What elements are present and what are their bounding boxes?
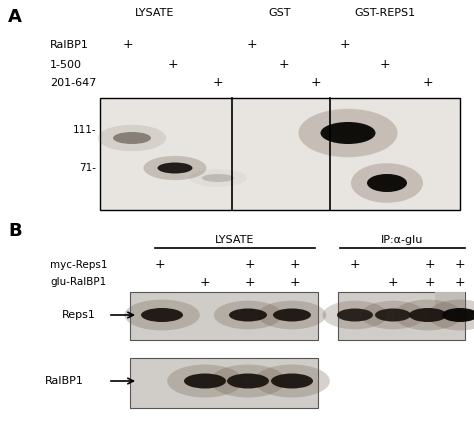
Text: +: + [290,276,301,289]
Ellipse shape [227,373,269,389]
Text: GST: GST [269,8,291,18]
Bar [100,98,460,210]
Bar [130,358,318,408]
Text: +: + [455,259,465,271]
Text: RalBP1: RalBP1 [45,376,84,386]
Text: B: B [8,222,22,240]
Text: +: + [123,38,133,51]
Bar [435,292,465,317]
Text: glu-RalBP1: glu-RalBP1 [50,277,106,287]
Ellipse shape [113,132,151,144]
Text: +: + [279,59,289,71]
Ellipse shape [320,122,375,144]
Text: myc-Reps1: myc-Reps1 [50,260,108,270]
Ellipse shape [167,365,243,398]
Bar [338,292,465,340]
Ellipse shape [202,174,234,182]
Text: +: + [200,276,210,289]
Text: LYSATE: LYSATE [135,8,175,18]
Text: 71-: 71- [79,163,96,173]
Ellipse shape [214,301,282,329]
Ellipse shape [394,300,462,330]
Text: +: + [388,276,398,289]
Ellipse shape [271,373,313,389]
Ellipse shape [409,308,447,322]
Ellipse shape [442,308,474,322]
Text: 201-647: 201-647 [50,78,96,88]
Ellipse shape [189,169,247,187]
Text: +: + [380,59,390,71]
Text: 1-500: 1-500 [50,60,82,70]
Text: +: + [155,259,165,271]
Ellipse shape [229,308,267,322]
Text: +: + [213,76,223,89]
Text: +: + [423,76,433,89]
Text: +: + [168,59,178,71]
Ellipse shape [361,301,425,329]
Ellipse shape [184,373,226,389]
Ellipse shape [144,156,207,180]
Text: IP:α-glu: IP:α-glu [381,235,424,245]
Text: +: + [340,38,350,51]
Text: RalBP1: RalBP1 [50,40,89,50]
Ellipse shape [258,301,326,329]
Ellipse shape [337,308,373,322]
Text: +: + [350,259,360,271]
Ellipse shape [428,300,474,330]
Text: +: + [245,259,255,271]
Text: Reps1: Reps1 [62,310,96,320]
Text: GST-REPS1: GST-REPS1 [355,8,416,18]
Ellipse shape [157,162,192,173]
Ellipse shape [323,301,387,329]
Ellipse shape [98,125,166,151]
Bar [130,292,318,340]
Text: +: + [245,276,255,289]
Text: +: + [455,276,465,289]
Text: +: + [310,76,321,89]
Ellipse shape [141,308,183,322]
Text: +: + [246,38,257,51]
Text: 111-: 111- [73,125,96,135]
Text: +: + [425,259,435,271]
Text: LYSATE: LYSATE [215,235,255,245]
Text: +: + [290,259,301,271]
Ellipse shape [351,163,423,203]
Ellipse shape [375,308,411,322]
Ellipse shape [124,300,200,330]
Text: A: A [8,8,22,26]
Ellipse shape [367,174,407,192]
Ellipse shape [273,308,311,322]
Text: +: + [425,276,435,289]
Ellipse shape [210,365,286,398]
Ellipse shape [254,365,330,398]
Ellipse shape [299,109,398,157]
